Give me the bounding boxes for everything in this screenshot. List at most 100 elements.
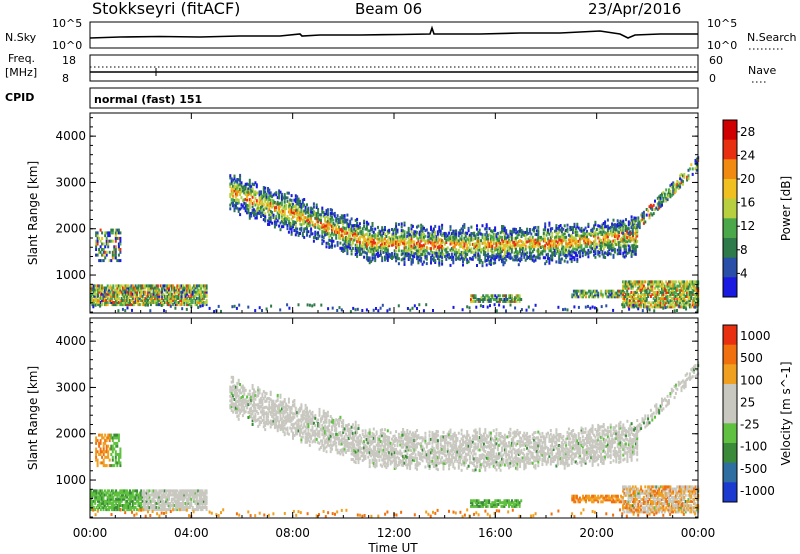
power-cell (299, 201, 301, 205)
power-cell (180, 303, 183, 307)
power-cell (200, 301, 203, 304)
power-cell (659, 196, 662, 200)
power-cell (186, 301, 189, 304)
power-cell (673, 299, 676, 303)
power-cell (254, 190, 257, 194)
vel-cell (253, 405, 255, 409)
vel-cell (322, 421, 325, 424)
power-cell (453, 234, 456, 238)
power-cell (495, 242, 498, 245)
power-cell (304, 220, 307, 224)
power-cell (290, 222, 293, 226)
power-cell (631, 297, 634, 301)
power-cell (616, 243, 619, 246)
power-cell (630, 280, 633, 284)
power-cell (388, 307, 391, 311)
power-cell (481, 224, 484, 228)
power-cell (144, 286, 147, 290)
power-cell (265, 197, 268, 201)
vel-cell (275, 412, 278, 416)
power-cell (106, 284, 109, 288)
power-cell (400, 231, 403, 234)
power-cell (581, 231, 584, 235)
power-cell (587, 248, 590, 252)
power-cell (528, 239, 531, 243)
power-cell (129, 294, 131, 298)
vel-cell (283, 405, 286, 409)
power-cell (176, 290, 179, 294)
power-cell (292, 215, 294, 219)
power-cell (190, 305, 193, 309)
power-cell (338, 233, 340, 237)
vel-cell (287, 413, 290, 417)
power-cell (347, 239, 350, 243)
power-cell (416, 249, 418, 253)
power-cell (229, 195, 232, 199)
power-cell (640, 297, 643, 301)
power-cell (311, 214, 314, 218)
power-cell (106, 301, 109, 304)
power-cell (391, 243, 393, 247)
power-cell (662, 191, 665, 195)
power-cell (318, 213, 321, 217)
power-cell (108, 250, 111, 254)
power-cell (530, 241, 533, 245)
power-cell (663, 297, 666, 301)
power-cell (435, 254, 438, 258)
power-cell (116, 286, 119, 290)
power-cell (168, 288, 170, 292)
power-cell (272, 199, 275, 203)
power-cell (658, 195, 661, 199)
power-cell (187, 290, 190, 294)
vel-cell (271, 422, 274, 426)
vel-cell (319, 419, 322, 423)
vel-cell (321, 423, 324, 427)
power-cell (119, 301, 122, 304)
power-cell (486, 298, 489, 301)
power-cell (321, 223, 324, 227)
power-cell (480, 239, 483, 243)
power-cell (372, 238, 375, 242)
power-cell (296, 202, 299, 206)
power-cell (175, 290, 177, 294)
power-cell (144, 284, 147, 288)
power-cell (583, 228, 586, 232)
power-cell (528, 254, 531, 258)
power-cell (423, 235, 425, 239)
power-cell (416, 225, 418, 229)
power-cell (631, 282, 634, 286)
power-cell (687, 168, 690, 172)
power-cell (141, 286, 144, 290)
power-cell (499, 257, 502, 260)
power-cell (319, 219, 322, 222)
power-cell (498, 255, 501, 259)
power-cell (195, 290, 198, 294)
power-cell (684, 299, 687, 303)
power-cell (232, 178, 235, 182)
vel-cell (287, 405, 290, 409)
power-cell (619, 243, 622, 247)
power-cell (339, 241, 342, 245)
power-cell (253, 183, 255, 187)
power-cell (587, 252, 590, 256)
vel-cell (276, 429, 279, 433)
power-cell (583, 289, 586, 293)
power-cell (311, 207, 314, 211)
power-cell (654, 299, 656, 303)
vel-cell (289, 426, 292, 430)
power-cell (113, 296, 116, 300)
power-cell (586, 237, 588, 241)
power-cell (247, 183, 250, 187)
power-cell (411, 258, 414, 262)
power-cell (293, 215, 296, 219)
vel-cell (299, 431, 301, 435)
power-cell (402, 234, 405, 238)
power-cell (346, 242, 349, 246)
vel-cell (324, 426, 327, 430)
power-cell (407, 226, 410, 230)
power-cell (133, 290, 136, 294)
vel-cell (247, 399, 250, 403)
power-cell (269, 213, 272, 217)
power-cell (574, 253, 577, 257)
power-cell (374, 241, 377, 245)
